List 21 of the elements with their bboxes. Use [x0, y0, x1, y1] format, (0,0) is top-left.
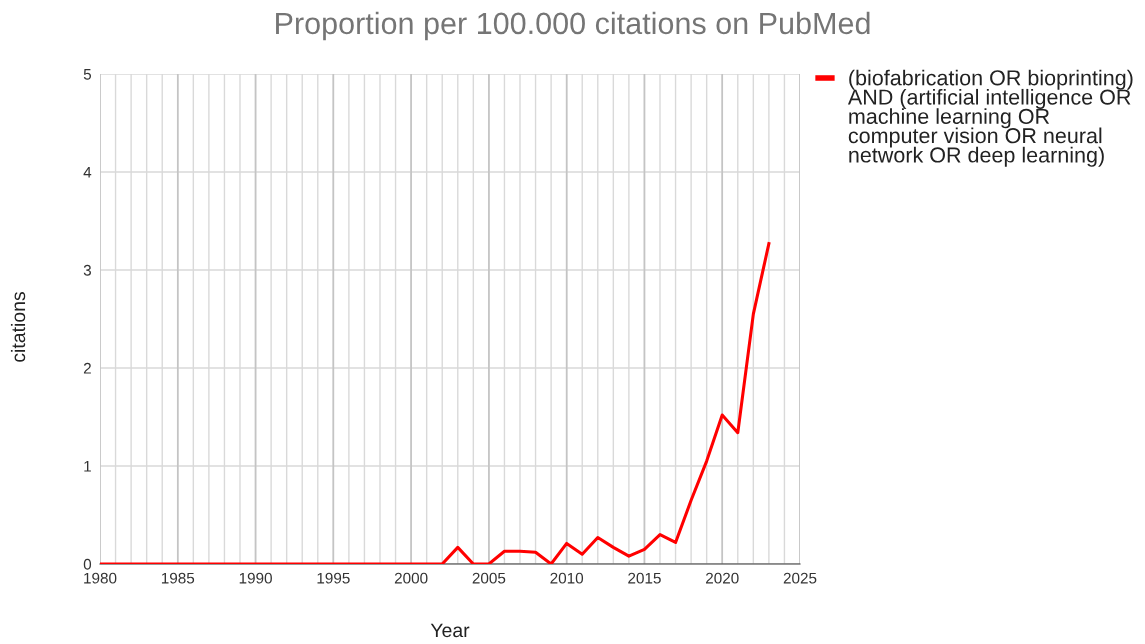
x-axis-title: Year — [430, 623, 470, 638]
x-tick-label: 2005 — [472, 572, 506, 584]
line-series — [100, 242, 771, 564]
y-tick-label: 3 — [83, 264, 91, 276]
x-tick-label: 2010 — [550, 572, 584, 584]
chart-title: Proportion per 100.000 citations on PubMed — [276, 11, 870, 41]
x-tick-label: 1990 — [239, 572, 272, 584]
y-tick-label: 0 — [83, 558, 92, 570]
legend-label: (biofabrication OR bioprinting) AND (artificial intelligence OR machine learning OR computer vision OR neural network OR deep learning) — [847, 69, 1133, 167]
x-tick-label: 1980 — [84, 572, 117, 584]
x-tick-label: 1995 — [317, 572, 350, 584]
y-tick-label: 5 — [83, 69, 92, 80]
y-axis-title: citations — [10, 292, 26, 362]
y-tick-label: 1 — [84, 461, 91, 472]
x-tick-label: 2015 — [628, 572, 661, 584]
x-tick-label: 2025 — [783, 572, 817, 584]
x-tick-label: 2020 — [706, 572, 739, 584]
y-tick-label: 4 — [83, 167, 92, 178]
x-tick-label: 2000 — [394, 572, 428, 584]
y-tick-label: 2 — [83, 362, 91, 374]
x-tick-label: 1985 — [161, 572, 195, 584]
